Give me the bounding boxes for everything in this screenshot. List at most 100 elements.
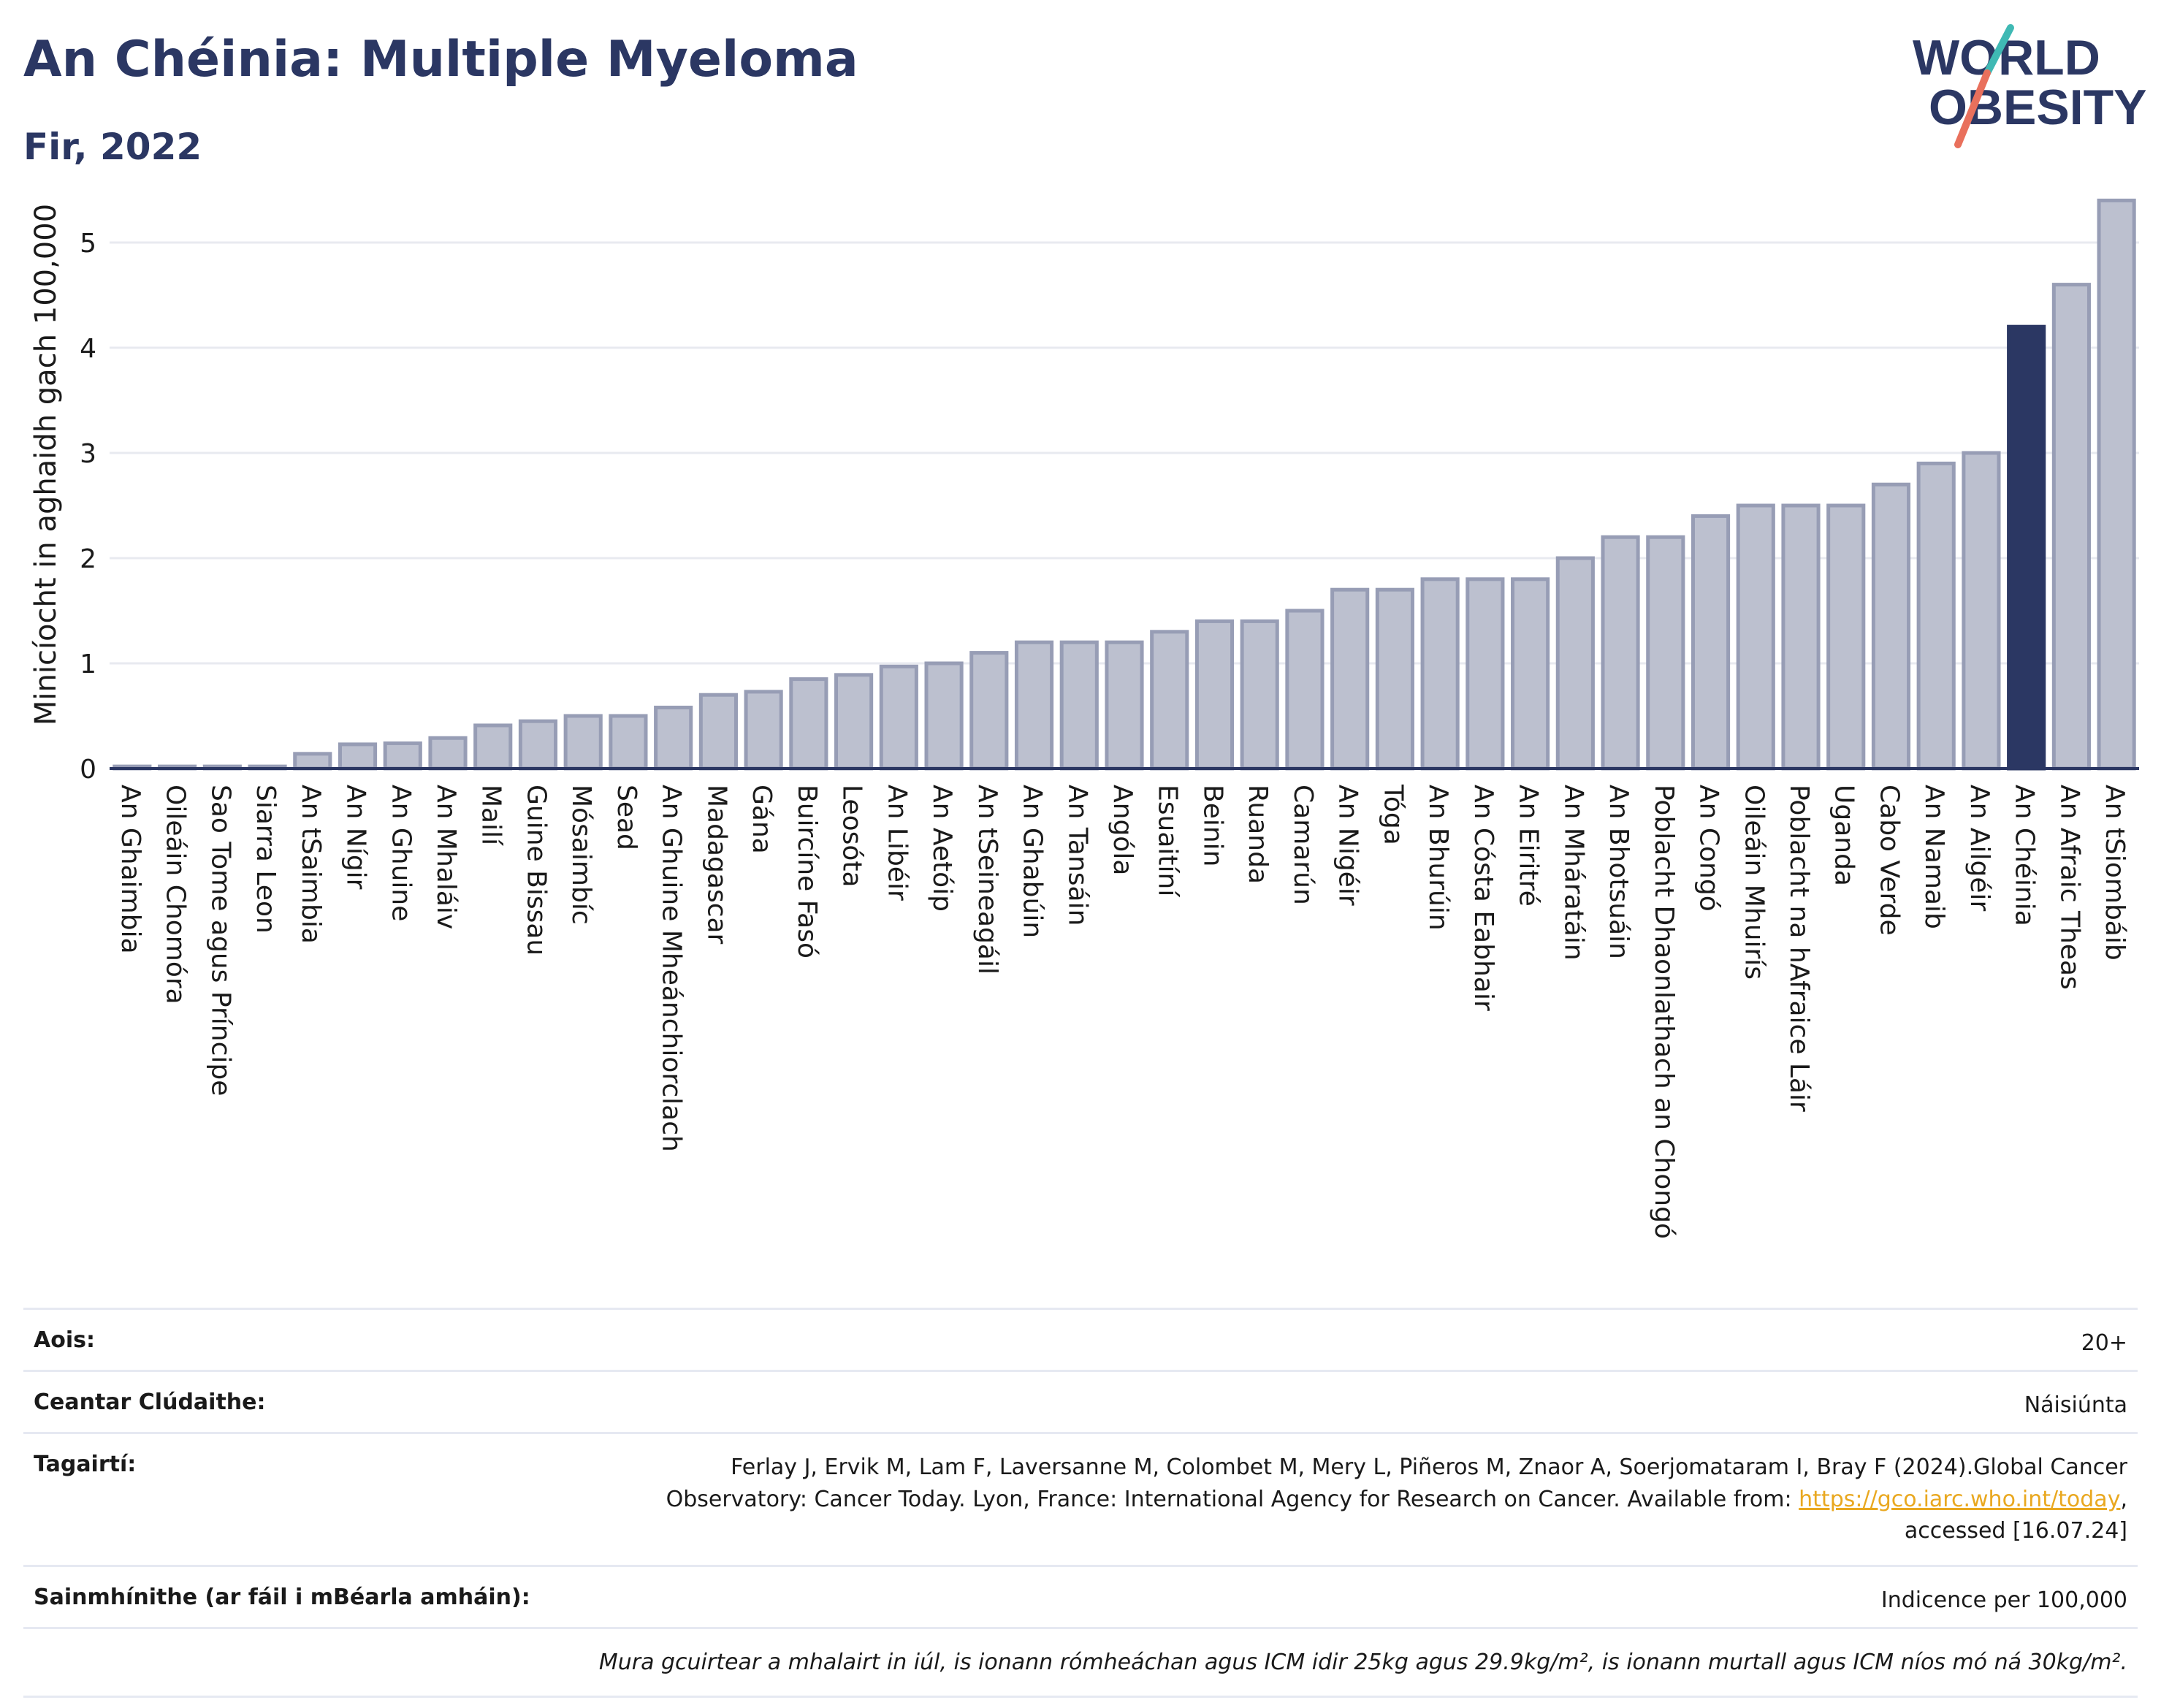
age-value: 20+ xyxy=(2081,1330,2127,1356)
bar-23 xyxy=(1150,630,1189,771)
x-tick-label: An Congó xyxy=(1694,785,1724,912)
y-axis-title: Minicíocht in aghaidh gach 100,000 xyxy=(29,204,63,725)
x-tick-label: Angóla xyxy=(1108,785,1137,875)
bar-8 xyxy=(473,723,513,771)
bar-chart: 0 1 2 3 4 5 Minicíocht in aghaidh gach 100,000… xyxy=(29,198,2139,1239)
references-label: Tagairtí: xyxy=(34,1452,137,1477)
x-tick-label: An Libéir xyxy=(882,785,912,901)
x-tick-label: An Cósta Eabhair xyxy=(1468,785,1498,1011)
bar-25 xyxy=(1240,619,1279,771)
y-tick-label: 4 xyxy=(80,334,96,364)
bar-32 xyxy=(1555,556,1595,771)
tick-labels: 0 1 2 3 4 5 Minicíocht in aghaidh gach 100,000… xyxy=(29,204,2130,1239)
y-tick-label: 5 xyxy=(80,229,96,259)
x-tick-label: Cabo Verde xyxy=(1874,785,1904,936)
bar-16 xyxy=(834,673,874,771)
bar-31 xyxy=(1511,577,1550,771)
bar-22 xyxy=(1105,640,1144,771)
bar-11 xyxy=(609,714,648,771)
x-tick-label: Beinin xyxy=(1197,785,1227,866)
x-tick-label: An tSeineagáil xyxy=(972,785,1002,975)
x-tick-label: An Aetóip xyxy=(927,785,957,912)
reference-text-3: , xyxy=(2120,1486,2127,1512)
x-tick-label: An Ghaimbia xyxy=(115,785,145,954)
x-tick-label: Poblacht na hAfraice Láir xyxy=(1784,785,1814,1112)
bar-39 xyxy=(1871,482,1911,771)
y-tick-label: 3 xyxy=(80,439,96,469)
area-value: Náisiúnta xyxy=(2024,1392,2127,1418)
bar-15 xyxy=(789,677,828,771)
bar-6 xyxy=(383,741,422,771)
reference-text-2: Observatory: Cancer Today. Lyon, France:… xyxy=(666,1486,1799,1512)
x-tick-label: Mósaimbíc xyxy=(566,785,596,925)
x-tick-label: Tóga xyxy=(1378,784,1408,845)
x-tick-label: An Ghuine xyxy=(386,785,416,921)
x-tick-label: An Tansáin xyxy=(1062,785,1092,926)
y-tick-label: 2 xyxy=(80,544,96,574)
bar-5 xyxy=(338,742,378,771)
x-tick-label: Ruanda xyxy=(1243,785,1273,884)
definitions-label: Sainmhínithe (ar fáil i mBéarla amháin): xyxy=(34,1584,530,1610)
bar-42 xyxy=(2007,324,2046,771)
references-value: Ferlay J, Ervik M, Lam F, Laversanne M, … xyxy=(666,1452,2127,1547)
bar-36 xyxy=(1736,503,1775,771)
x-tick-label: Sao Tome agus Príncipe xyxy=(205,785,235,1096)
bar-44 xyxy=(2097,198,2136,771)
bar-28 xyxy=(1375,587,1414,771)
x-tick-label: Oileáin Chomóra xyxy=(161,785,191,1004)
bar-43 xyxy=(2051,283,2091,771)
bar-38 xyxy=(1826,503,1866,771)
x-tick-label: Buircíne Fasó xyxy=(792,785,822,958)
x-tick-label: Madagascar xyxy=(701,785,731,945)
logo-slash-coral xyxy=(1954,69,1991,148)
bar-14 xyxy=(744,690,783,771)
bar-10 xyxy=(563,714,603,771)
x-tick-label: An Mháratáin xyxy=(1558,785,1588,961)
meta-row-references: Tagairtí: Ferlay J, Ervik M, Lam F, Lave… xyxy=(23,1432,2138,1565)
bar-24 xyxy=(1194,619,1235,771)
footnote: Mura gcuirtear a mhalairt in iúl, is ion… xyxy=(23,1626,2138,1698)
world-obesity-logo: WORLD OBESITY xyxy=(1913,24,2147,148)
reference-text-4: accessed [16.07.24] xyxy=(1904,1518,2127,1544)
bar-21 xyxy=(1059,640,1099,771)
x-tick-label: Uganda xyxy=(1829,785,1859,886)
reference-text-1: Ferlay J, Ervik M, Lam F, Laversanne M, … xyxy=(731,1455,2127,1480)
bar-18 xyxy=(924,661,964,771)
bar-34 xyxy=(1646,535,1685,771)
x-tick-label: An tSaimbia xyxy=(296,785,326,944)
x-tick-label: An Nígir xyxy=(341,785,371,890)
x-tick-label: Mailí xyxy=(476,785,506,846)
page-title: An Chéinia: Multiple Myeloma xyxy=(23,31,858,88)
x-tick-label: An Mhaláiv xyxy=(431,785,461,929)
x-tick-label: An tSiombáib xyxy=(2100,785,2130,961)
x-tick-label: An Ailgéir xyxy=(1964,785,1994,912)
y-tick-label: 0 xyxy=(80,755,96,785)
area-label: Ceantar Clúdaithe: xyxy=(34,1389,266,1415)
bar-40 xyxy=(1916,461,1956,771)
x-tick-label: Sead xyxy=(611,785,641,850)
x-tick-label: An Afraic Theas xyxy=(2054,785,2084,990)
bar-20 xyxy=(1014,640,1054,771)
x-tick-label: Guine Bissau xyxy=(521,785,551,956)
age-label: Aois: xyxy=(34,1327,95,1353)
bars xyxy=(113,198,2136,771)
x-tick-label: An Ghabúin xyxy=(1018,785,1048,938)
bar-26 xyxy=(1285,609,1325,771)
bar-19 xyxy=(969,651,1009,771)
x-tick-label: An Bhurúin xyxy=(1423,785,1453,931)
reference-link[interactable]: https://gco.iarc.who.int/today xyxy=(1799,1486,2121,1512)
x-tick-label: Gána xyxy=(747,785,777,854)
bar-27 xyxy=(1330,587,1370,771)
metadata-table: Aois: 20+ Ceantar Clúdaithe: Náisiúnta T… xyxy=(23,1308,2138,1698)
bar-12 xyxy=(654,705,693,771)
bar-7 xyxy=(428,736,468,771)
definitions-value: Indicence per 100,000 xyxy=(1880,1587,2127,1613)
x-tick-label: An Namaib xyxy=(1919,785,1949,929)
y-tick-label: 1 xyxy=(80,649,96,679)
meta-row-definitions: Sainmhínithe (ar fáil i mBéarla amháin):… xyxy=(23,1564,2138,1627)
x-tick-label: Esuaitíní xyxy=(1153,785,1183,897)
bar-17 xyxy=(879,664,918,771)
bar-37 xyxy=(1781,503,1821,771)
bar-30 xyxy=(1466,577,1505,771)
page-subtitle: Fir, 2022 xyxy=(23,126,202,168)
